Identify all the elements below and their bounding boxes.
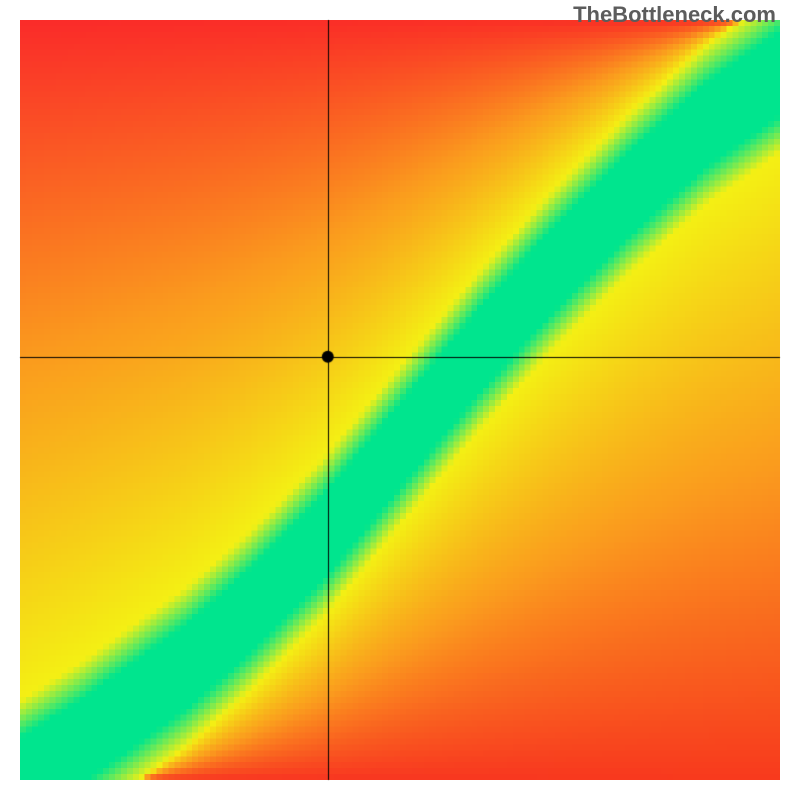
bottleneck-heatmap [20,20,780,780]
chart-container: TheBottleneck.com [0,0,800,800]
watermark-text: TheBottleneck.com [573,2,776,28]
